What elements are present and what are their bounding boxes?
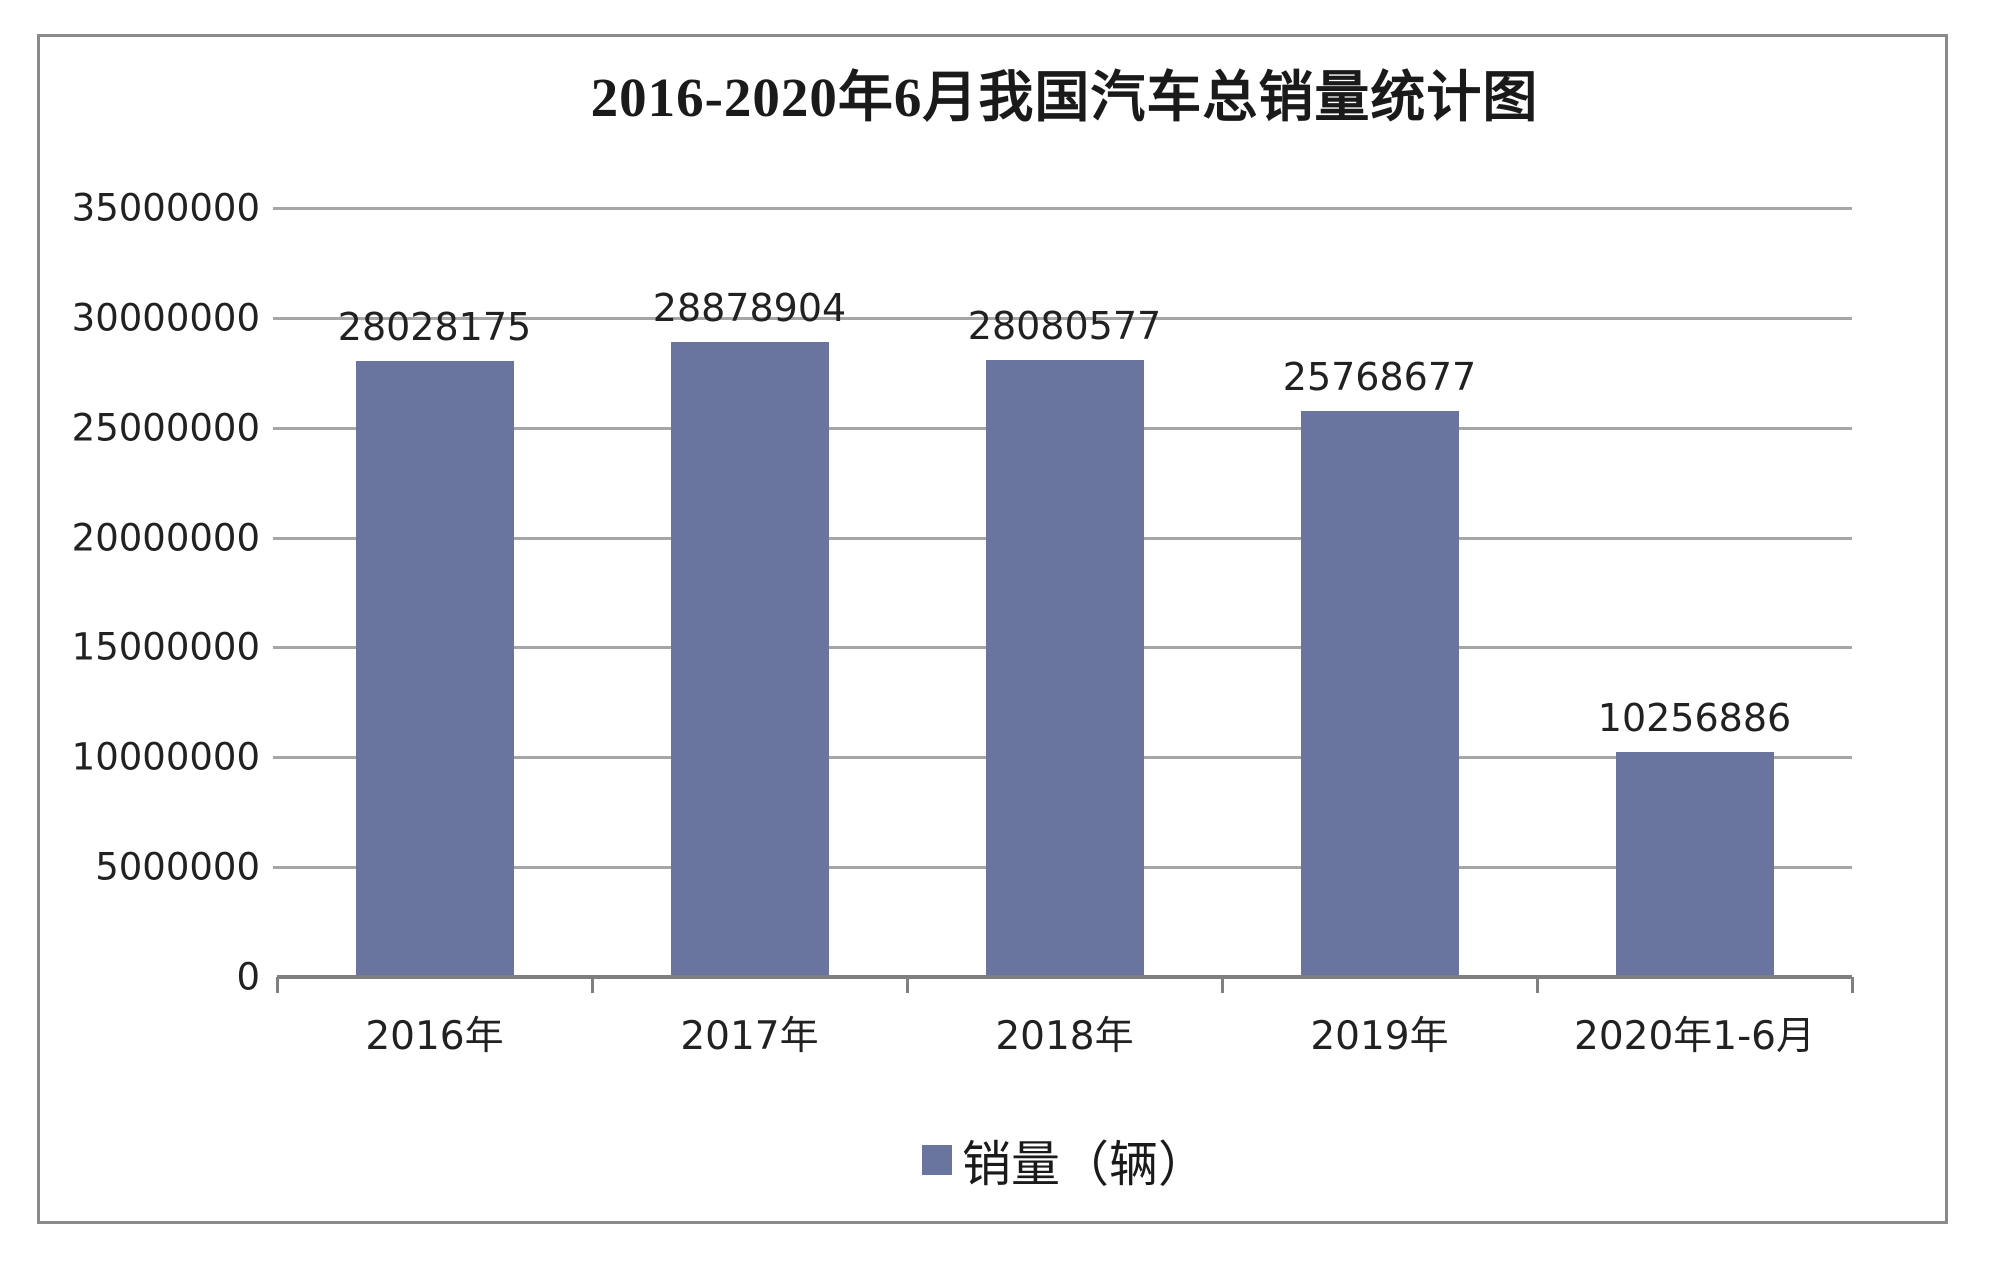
x-axis-tick [906,977,909,993]
bar-value-label: 28028175 [337,305,532,350]
y-axis-label: 5000000 [95,845,260,889]
x-axis-tick [276,977,279,993]
legend-marker-swatch [921,1145,952,1175]
x-axis-label: 2019年 [1310,1014,1449,1059]
bar [1300,410,1459,977]
bar-value-label: 25768677 [1282,354,1477,399]
bar-value-label: 28080577 [967,304,1162,349]
x-axis-label: 2017年 [680,1014,819,1059]
y-axis-label: 15000000 [71,625,260,669]
bar-value-label: 28878904 [652,286,847,331]
y-axis-label: 30000000 [71,296,260,340]
x-axis-line [277,975,1852,979]
x-axis-label: 2016年 [365,1014,504,1059]
gridline [273,207,1852,210]
bar [670,342,829,977]
y-axis-label: 0 [236,955,260,999]
legend-series-label: 销量（辆） [961,1135,1207,1193]
bar-value-label: 10256886 [1597,695,1792,740]
y-axis-label: 25000000 [71,406,260,450]
legend: 销量（辆） [277,1124,1852,1196]
x-axis-tick [1221,977,1224,993]
x-axis-label: 2020年1-6月 [1574,1014,1815,1059]
x-axis-tick [591,977,594,993]
y-axis-label: 20000000 [71,516,260,560]
x-axis-label: 2018年 [995,1014,1134,1059]
chart-title: 2016-2020年6月我国汽车总销量统计图 [590,67,1539,128]
x-axis-tick [1536,977,1539,993]
y-axis-label: 10000000 [71,735,260,779]
gridline [273,316,1852,320]
bar [985,360,1144,977]
x-axis-tick [1851,977,1854,993]
y-axis-label: 35000000 [71,186,260,230]
bar [355,361,514,977]
bar [1615,751,1774,977]
